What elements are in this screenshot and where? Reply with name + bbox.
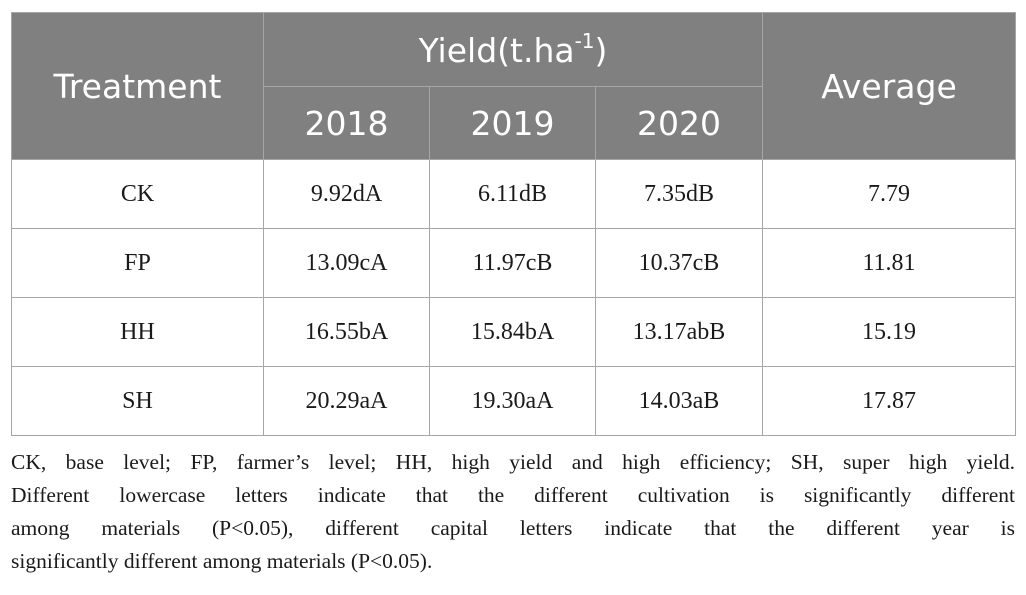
- cell-2019: 11.97cB: [429, 228, 596, 298]
- header-year-2018: 2018: [263, 86, 430, 160]
- table-footnote: CK, base level; FP, farmer’s level; HH, …: [11, 446, 1015, 578]
- cell-2019: 19.30aA: [429, 366, 596, 436]
- header-yield-text: Yield(t.ha: [418, 31, 575, 70]
- footnote-line: among materials (P<0.05), different capi…: [11, 516, 1015, 540]
- table-row: FP 13.09cA 11.97cB 10.37cB 11.81: [11, 228, 1016, 298]
- table-row: CK 9.92dA 6.11dB 7.35dB 7.79: [11, 159, 1016, 229]
- cell-2018: 20.29aA: [263, 366, 430, 436]
- header-year-2020: 2020: [595, 86, 763, 160]
- cell-treatment: CK: [11, 159, 264, 229]
- table-row: HH 16.55bA 15.84bA 13.17abB 15.19: [11, 297, 1016, 367]
- cell-treatment: HH: [11, 297, 264, 367]
- header-year-2019: 2019: [429, 86, 596, 160]
- cell-2018: 13.09cA: [263, 228, 430, 298]
- cell-treatment: FP: [11, 228, 264, 298]
- footnote-line: CK, base level; FP, farmer’s level; HH, …: [11, 450, 1015, 474]
- footnote-line: Different lowercase letters indicate tha…: [11, 483, 1015, 507]
- footnote-line: significantly different among materials …: [11, 549, 433, 573]
- cell-treatment: SH: [11, 366, 264, 436]
- header-row-2: 2018 2019 2020: [12, 86, 1016, 160]
- cell-2020: 10.37cB: [595, 228, 763, 298]
- cell-average: 7.79: [762, 159, 1016, 229]
- cell-2019: 15.84bA: [429, 297, 596, 367]
- yield-table-container: Treatment Yield(t.ha-1) Average 2018 201…: [11, 12, 1016, 436]
- cell-2018: 9.92dA: [263, 159, 430, 229]
- cell-2018: 16.55bA: [263, 297, 430, 367]
- header-yield: Yield(t.ha-1): [263, 12, 763, 87]
- cell-2020: 13.17abB: [595, 297, 763, 367]
- cell-average: 17.87: [762, 366, 1016, 436]
- header-treatment: Treatment: [11, 12, 264, 160]
- table-row: SH 20.29aA 19.30aA 14.03aB 17.87: [11, 366, 1016, 436]
- cell-2020: 14.03aB: [595, 366, 763, 436]
- cell-2019: 6.11dB: [429, 159, 596, 229]
- cell-average: 15.19: [762, 297, 1016, 367]
- yield-table: Treatment Yield(t.ha-1) Average 2018 201…: [11, 12, 1016, 436]
- cell-average: 11.81: [762, 228, 1016, 298]
- header-yield-close: ): [594, 31, 608, 70]
- header-row-1: Treatment Yield(t.ha-1) Average: [11, 12, 1016, 160]
- header-yield-unit-exponent: -1: [574, 29, 595, 53]
- header-average: Average: [762, 12, 1016, 160]
- cell-2020: 7.35dB: [595, 159, 763, 229]
